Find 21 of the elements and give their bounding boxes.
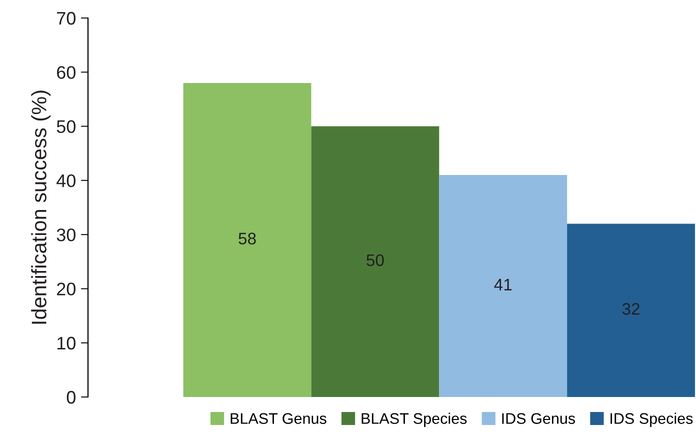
legend-label: BLAST Genus: [230, 413, 326, 424]
data-label: 50: [366, 254, 384, 266]
bar: [311, 126, 440, 397]
y-tick-label: 20: [57, 282, 76, 296]
y-tick-label: 70: [57, 12, 76, 25]
y-tick-label: 60: [57, 66, 76, 79]
data-label: 58: [238, 232, 256, 244]
bar: [183, 82, 312, 397]
y-tick-label: 50: [56, 120, 76, 134]
y-tick-label: 30: [56, 228, 76, 242]
bar: [439, 175, 568, 397]
bar: [567, 224, 695, 397]
y-tick-label: 10: [57, 336, 76, 350]
y-axis-title: Identification success (%): [31, 90, 51, 324]
y-tick-label: 40: [56, 174, 76, 188]
data-label: 32: [622, 303, 640, 315]
data-label: 41: [494, 278, 512, 290]
legend-label: IDS Species: [610, 412, 693, 427]
y-tick-label: 0: [66, 390, 76, 404]
legend-label: IDS Genus: [502, 413, 576, 424]
legend-label: BLAST Species: [362, 412, 467, 427]
